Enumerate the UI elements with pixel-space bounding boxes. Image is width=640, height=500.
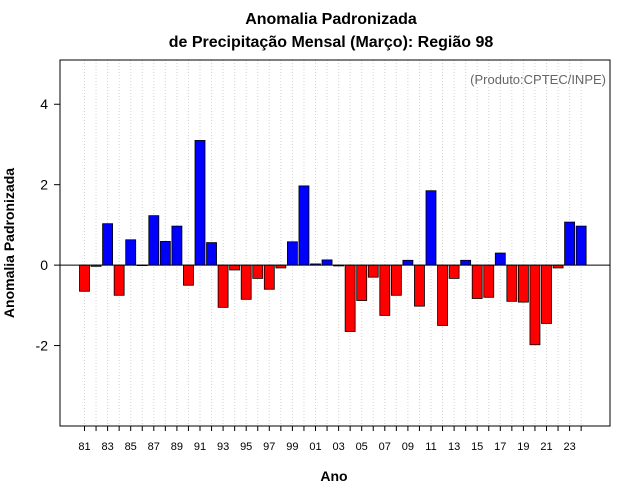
bar-2021: [541, 264, 552, 324]
bar-2012: [437, 264, 448, 326]
bar-1985: [125, 239, 137, 266]
x-tick-label: 95: [240, 441, 252, 453]
x-tick-label: 09: [402, 441, 414, 453]
x-tick-label: 05: [356, 441, 368, 453]
y-axis: -2 0 2 4: [36, 96, 60, 354]
bar-2015: [471, 264, 483, 299]
x-tick-label: 97: [263, 441, 275, 453]
x-tick-label: 21: [540, 441, 552, 453]
bar-1995: [240, 264, 252, 300]
bars: [79, 140, 587, 346]
bar-1981: [79, 264, 90, 292]
bar-1991: [194, 140, 206, 266]
bar-1984: [113, 264, 125, 296]
bar-2005: [356, 264, 368, 301]
x-tick-label: 99: [286, 441, 298, 453]
credit-label: (Produto:CPTEC/INPE): [470, 72, 606, 87]
bar-2006: [367, 264, 379, 278]
x-axis-label: Ano: [320, 468, 347, 484]
x-tick-label: 11: [425, 441, 436, 453]
bar-1994: [229, 264, 241, 271]
bar-2011: [425, 190, 437, 266]
bar-1996: [252, 264, 264, 279]
x-tick-label: 03: [332, 441, 344, 453]
x-tick-label: 93: [217, 441, 229, 453]
bar-2010: [414, 264, 425, 307]
x-tick-label: 83: [101, 441, 113, 453]
bar-2017: [494, 252, 506, 266]
bar-1989: [171, 225, 183, 266]
x-tick-label: 19: [517, 441, 529, 453]
bar-2009: [402, 259, 414, 266]
bar-2018: [506, 264, 518, 302]
x-tick-label: 01: [309, 441, 321, 453]
x-tick-label: 87: [148, 441, 160, 453]
y-tick-label: -2: [36, 338, 49, 354]
y-tick-label: 4: [40, 96, 48, 112]
x-tick-label: 23: [563, 441, 575, 453]
bar-1988: [159, 240, 171, 266]
bar-2004: [344, 264, 356, 332]
bar-2024: [575, 225, 587, 266]
y-axis-label: Anomalia Padronizada: [1, 168, 17, 318]
y-tick-label: 0: [40, 257, 48, 273]
x-tick-label: 07: [379, 441, 391, 453]
x-tick-label: 91: [194, 441, 206, 453]
bar-2020: [529, 264, 541, 346]
x-tick-label: 15: [471, 441, 483, 453]
bar-2019: [518, 264, 529, 303]
bar-2007: [379, 264, 391, 316]
bar-2016: [483, 264, 495, 298]
chart-title-line1: Anomalia Padronizada: [245, 11, 417, 28]
chart-title-line2: de Precipitação Mensal (Março): Região 9…: [169, 34, 494, 51]
bar-1987: [148, 215, 160, 266]
bar-2000: [298, 185, 310, 266]
x-tick-label: 13: [448, 441, 460, 453]
bar-2023: [564, 221, 575, 266]
x-tick-label: 85: [125, 441, 137, 453]
bar-1993: [217, 264, 229, 308]
bar-2002: [321, 259, 333, 266]
bar-1997: [263, 264, 275, 290]
bar-1990: [183, 264, 194, 286]
x-axis: 81 83 85 87 89 91 93 95 97 99 01 03 05 07 09 11 13 15 17 19…: [78, 426, 582, 453]
x-tick-label: 17: [494, 441, 506, 453]
bar-1983: [102, 223, 113, 266]
bar-2008: [390, 264, 402, 296]
bar-1992: [206, 242, 217, 266]
bar-1999: [286, 241, 298, 266]
x-tick-label: 89: [171, 441, 183, 453]
plot-frame: [59, 59, 611, 427]
x-tick-label: 81: [78, 441, 90, 453]
bar-2013: [448, 264, 460, 279]
bar-2014: [460, 259, 472, 266]
y-tick-label: 2: [40, 177, 48, 193]
